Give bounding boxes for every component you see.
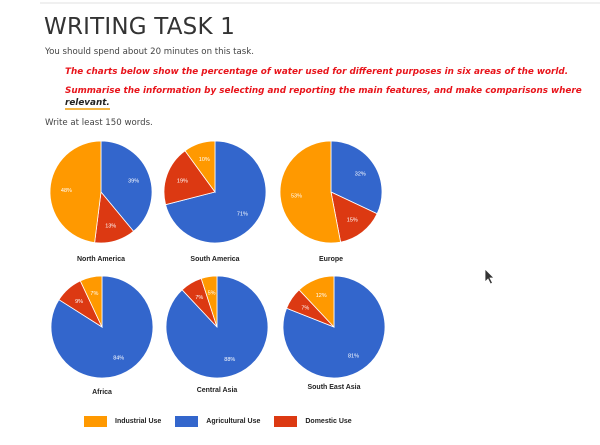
pie-region-label: Africa <box>92 389 112 396</box>
svg-text:39%: 39% <box>128 178 139 184</box>
svg-text:53%: 53% <box>291 193 302 199</box>
mouse-pointer-icon <box>484 268 496 290</box>
pie-region-label: South America <box>190 256 240 263</box>
time-instruction: You should spend about 20 minutes on thi… <box>45 47 254 57</box>
pie-chart-south-america: 71% 19% 10% <box>163 140 267 244</box>
legend-swatch-domestic <box>274 416 298 427</box>
pie-region-label: North America <box>77 256 125 263</box>
legend-swatch-agricultural <box>175 416 199 427</box>
legend-label-domestic: Domestic Use <box>305 418 352 425</box>
top-divider <box>40 2 600 4</box>
svg-text:32%: 32% <box>355 171 366 177</box>
legend-item-domestic: Domestic Use <box>274 416 352 427</box>
pie-region-label: Europe <box>318 256 344 263</box>
highlighted-word: relevant. <box>65 98 110 110</box>
svg-text:12%: 12% <box>316 293 327 299</box>
svg-text:5%: 5% <box>208 291 216 297</box>
svg-text:9%: 9% <box>75 299 83 305</box>
legend-label-agricultural: Agricultural Use <box>206 418 261 425</box>
svg-text:84%: 84% <box>113 355 124 361</box>
pie-chart-south-east-asia: 81% 7% 12% <box>282 275 386 379</box>
chart-legend: Industrial Use Agricultural Use Domestic… <box>84 416 366 427</box>
svg-text:48%: 48% <box>61 188 72 194</box>
legend-label-industrial: Industrial Use <box>115 418 162 425</box>
svg-text:13%: 13% <box>105 223 116 229</box>
pie-chart-europe: 32% 15% 53% <box>279 140 383 244</box>
task-description: The charts below show the percentage of … <box>65 67 569 77</box>
task-summary-instruction: Summarise the information by selecting a… <box>65 85 595 110</box>
pie-region-label: South East Asia <box>307 384 361 391</box>
svg-text:7%: 7% <box>90 291 98 297</box>
pie-chart-north-america: 39% 13% 48% <box>49 140 153 244</box>
pie-chart-africa: 84% 9% 7% <box>50 275 154 379</box>
svg-text:15%: 15% <box>347 217 358 223</box>
svg-text:19%: 19% <box>177 178 188 184</box>
pie-region-label: Central Asia <box>196 387 238 394</box>
legend-item-industrial: Industrial Use <box>84 416 161 427</box>
svg-text:10%: 10% <box>199 157 210 163</box>
legend-item-agricultural: Agricultural Use <box>175 416 260 427</box>
legend-swatch-industrial <box>84 416 107 427</box>
svg-text:88%: 88% <box>224 357 235 363</box>
svg-text:7%: 7% <box>301 306 309 312</box>
pie-chart-central-asia: 88% 7% 5% <box>165 275 269 379</box>
word-count-instruction: Write at least 150 words. <box>45 118 153 128</box>
task-summary-text: Summarise the information by selecting a… <box>65 86 582 96</box>
svg-text:71%: 71% <box>237 211 248 217</box>
svg-text:81%: 81% <box>348 354 359 360</box>
svg-text:7%: 7% <box>195 295 203 301</box>
page-title: WRITING TASK 1 <box>44 14 236 40</box>
